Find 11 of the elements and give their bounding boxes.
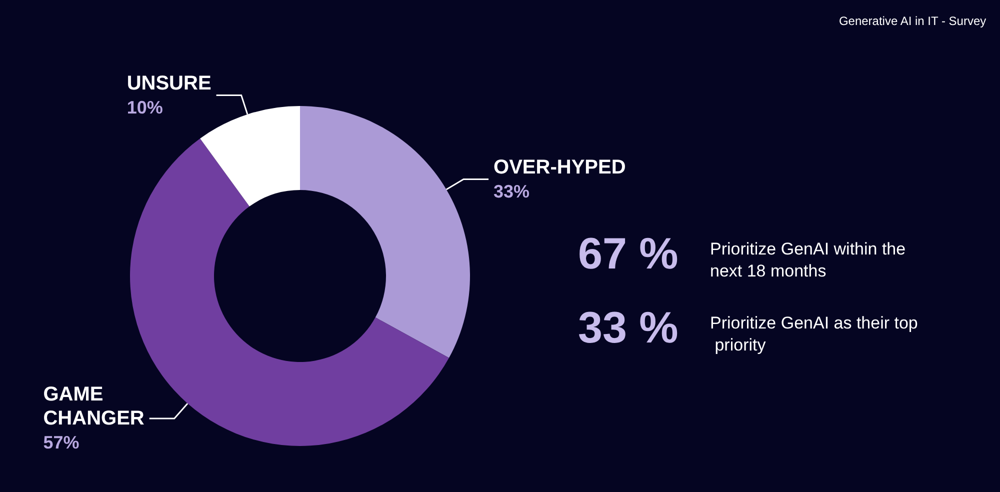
data-label: 10% — [126, 97, 163, 118]
slice-label: UNSURE — [126, 72, 212, 94]
slice-label: OVER-HYPED — [494, 156, 626, 178]
data-label: 33% — [494, 181, 530, 202]
text: 67 % — [578, 230, 678, 278]
data-label: 57% — [43, 432, 80, 453]
slice-label: GAME CHANGER — [43, 384, 145, 430]
text: Prioritize GenAI as their top priority — [710, 314, 918, 354]
text: 33 % — [578, 304, 678, 352]
text: Prioritize GenAI within the next 18 months — [710, 240, 910, 280]
text: Generative AI in IT - Survey — [838, 14, 986, 28]
